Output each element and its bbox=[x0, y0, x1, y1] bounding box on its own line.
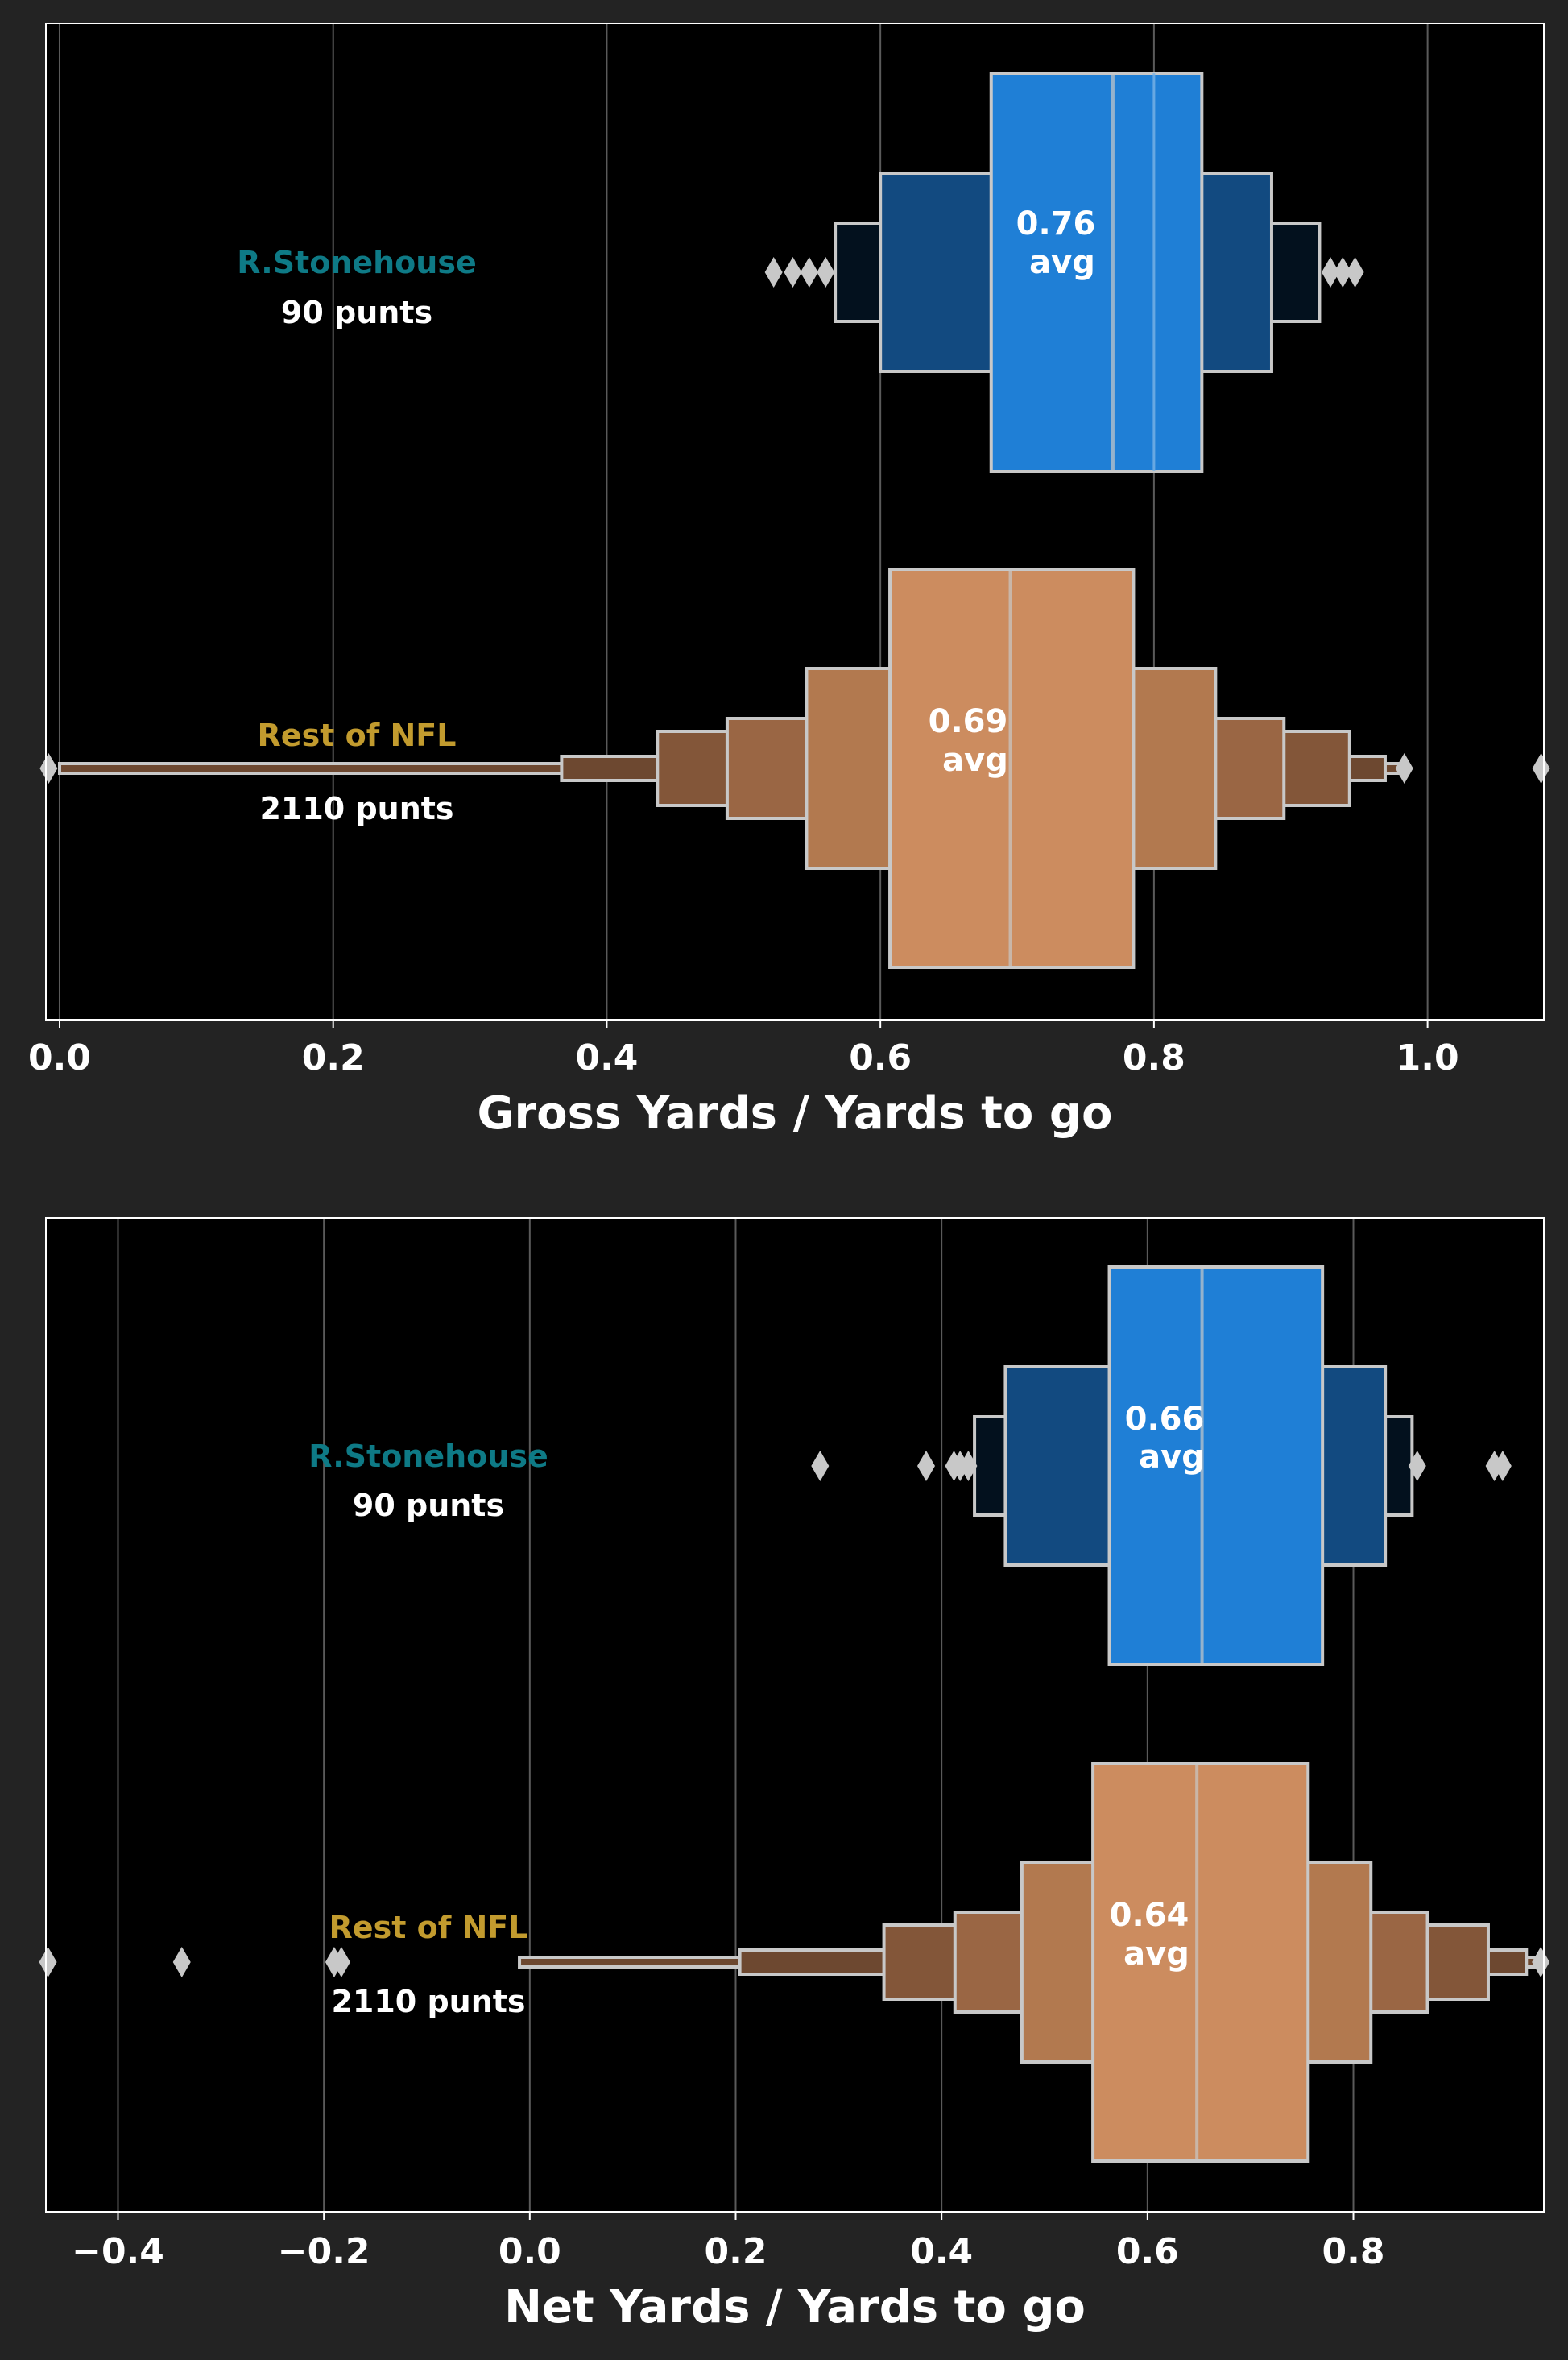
stonehouse-outlier bbox=[817, 257, 835, 288]
nfl-outlier bbox=[1532, 753, 1550, 784]
avg-word-nfl-net: avg bbox=[1123, 1936, 1189, 1973]
stonehouse-outlier bbox=[959, 1451, 978, 1481]
stonehouse-outlier bbox=[1408, 1451, 1426, 1481]
nfl-outlier bbox=[172, 1947, 191, 1977]
x-tick-label: −0.4 bbox=[72, 2231, 164, 2272]
avg-value-nfl-gross: 0.69 bbox=[929, 703, 1008, 740]
nfl-outlier bbox=[39, 1947, 57, 1977]
nfl-box-level-1 bbox=[1091, 1762, 1310, 2163]
plot-frame-gross bbox=[45, 23, 1545, 1021]
stonehouse-outlier bbox=[1322, 257, 1340, 288]
x-tick-label: 0.8 bbox=[1322, 2231, 1385, 2272]
group-label-nfl-net: Rest of NFL bbox=[329, 1910, 528, 1945]
count-label-stonehouse-net: 90 punts bbox=[353, 1488, 504, 1523]
marks-net bbox=[39, 1265, 1550, 2163]
stonehouse-outlier bbox=[1346, 257, 1364, 288]
x-tick-label: 0.2 bbox=[302, 1037, 365, 1079]
avg-word-stonehouse-net: avg bbox=[1139, 1439, 1205, 1476]
stonehouse-outlier bbox=[916, 1451, 935, 1481]
avg-value-stonehouse-net: 0.66 bbox=[1125, 1401, 1205, 1438]
group-label-stonehouse-gross: R.Stonehouse bbox=[237, 245, 476, 280]
group-label-stonehouse-net: R.Stonehouse bbox=[308, 1439, 548, 1474]
count-label-nfl-gross: 2110 punts bbox=[259, 791, 453, 826]
x-tick-label: 1.0 bbox=[1396, 1037, 1459, 1079]
stonehouse-outlier bbox=[764, 257, 783, 288]
avg-value-stonehouse-gross: 0.76 bbox=[1016, 205, 1096, 242]
marks-gross bbox=[39, 72, 1550, 969]
x-tick-label: 0.4 bbox=[575, 1037, 638, 1079]
stonehouse-box-level-1 bbox=[989, 72, 1204, 473]
x-axis-label-gross: Gross Yards / Yards to go bbox=[478, 1087, 1113, 1140]
nfl-outlier bbox=[1395, 753, 1413, 784]
x-tick-label: 0.0 bbox=[28, 1037, 91, 1079]
stonehouse-outlier bbox=[784, 257, 802, 288]
x-tick-label: 0.4 bbox=[910, 2231, 973, 2272]
stonehouse-box-level-1 bbox=[1107, 1265, 1325, 1666]
count-label-nfl-net: 2110 punts bbox=[331, 1984, 525, 2019]
avg-word-stonehouse-gross: avg bbox=[1029, 244, 1095, 281]
x-tick-label: 0.0 bbox=[499, 2231, 561, 2272]
x-ticks-net: −0.4 −0.2 0.0 0.2 0.4 0.6 0.8 bbox=[72, 2212, 1384, 2272]
plot-frame-net bbox=[45, 1217, 1545, 2213]
stonehouse-outlier bbox=[811, 1451, 830, 1481]
nfl-outlier bbox=[39, 753, 58, 784]
x-tick-label: 0.6 bbox=[849, 1037, 912, 1079]
count-label-stonehouse-gross: 90 punts bbox=[281, 295, 432, 330]
x-tick-label: 0.2 bbox=[705, 2231, 767, 2272]
x-axis-label-net: Net Yards / Yards to go bbox=[504, 2281, 1086, 2333]
nfl-outlier bbox=[332, 1947, 350, 1977]
avg-value-nfl-net: 0.64 bbox=[1110, 1897, 1189, 1934]
x-tick-label: 0.8 bbox=[1123, 1037, 1185, 1079]
avg-word-nfl-gross: avg bbox=[942, 742, 1008, 779]
x-ticks-gross: 0.0 0.2 0.4 0.6 0.8 1.0 bbox=[28, 1020, 1459, 1079]
plot-area-gross bbox=[46, 23, 1544, 1020]
group-label-nfl-gross: Rest of NFL bbox=[258, 718, 457, 753]
panel-gross: 0.0 0.2 0.4 0.6 0.8 1.0 R.Stonehouse 90 punts… bbox=[28, 23, 1550, 1140]
x-tick-label: −0.2 bbox=[278, 2231, 370, 2272]
stonehouse-outlier bbox=[1493, 1451, 1512, 1481]
stonehouse-outlier bbox=[1334, 257, 1352, 288]
stonehouse-outlier bbox=[800, 257, 818, 288]
x-tick-label: 0.6 bbox=[1116, 2231, 1179, 2272]
nfl-outlier bbox=[1532, 1947, 1550, 1977]
panel-net: −0.4 −0.2 0.0 0.2 0.4 0.6 0.8 R.Stonehouse 90 … bbox=[39, 1217, 1550, 2333]
